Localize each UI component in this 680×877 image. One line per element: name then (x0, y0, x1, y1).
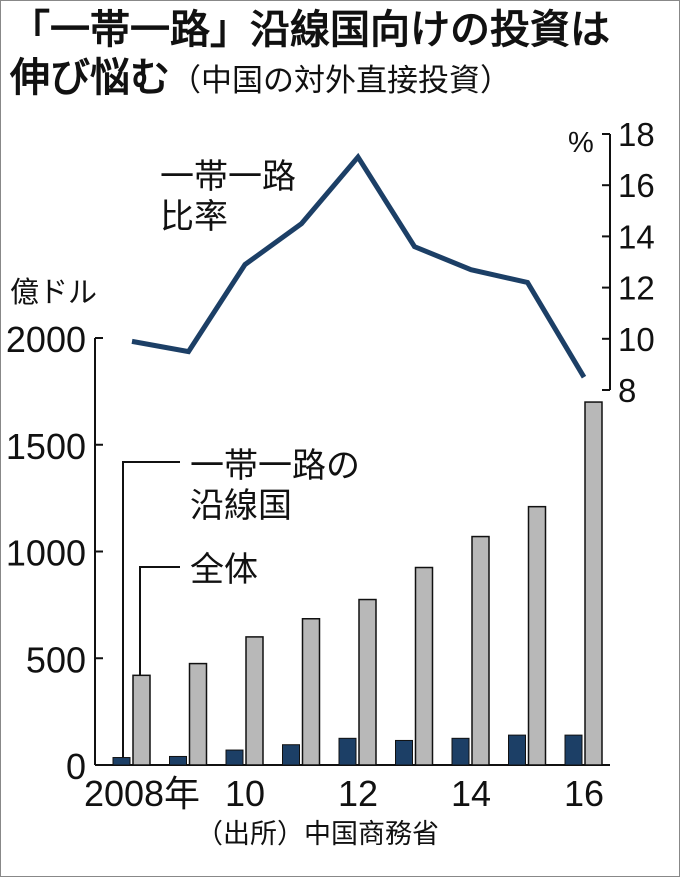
title-line-1: 「一帯一路」沿線国向けの投資は (10, 7, 610, 53)
bar-total (414, 566, 434, 766)
title-line-2: 伸び悩む（中国の対外直接投資） (10, 54, 610, 105)
left-tick-label: 500 (26, 639, 86, 680)
chart-title: 「一帯一路」沿線国向けの投資は 伸び悩む（中国の対外直接投資） (10, 6, 610, 105)
bar-total (527, 505, 547, 766)
bar-silk-road (338, 737, 357, 766)
bar-total (245, 636, 264, 766)
x-tick-label: 2008年 (84, 773, 200, 814)
title-subtitle: （中国の対外直接投資） (170, 63, 511, 99)
bar-label-silk-1: 一帯一路の (190, 447, 360, 485)
right-tick-label: 14 (618, 218, 655, 255)
bar-total (301, 618, 321, 766)
bar-total (471, 535, 490, 766)
bar-label-silk-2: 沿線国 (190, 487, 292, 525)
left-tick-label: 1500 (6, 426, 86, 467)
ratio-line-group (131, 152, 587, 379)
bar-silk-road (169, 755, 187, 766)
bar-silk-road (225, 749, 244, 766)
bar-total (584, 401, 603, 766)
source-note: （出所）中国商務省 (196, 819, 439, 850)
axes: 0 500 1000 1500 2000 8 10 12 14 16 18 2008年 10 12 14 16 (6, 116, 655, 814)
line-label-1: 一帯一路 (160, 158, 296, 196)
line-label-2: 比率 (160, 198, 228, 236)
bar-total (132, 674, 151, 766)
bar-total (358, 598, 377, 766)
left-tick-label: 2000 (6, 319, 86, 360)
annotations: 一帯一路 比率 一帯一路の 沿線国 全体 億ドル % (10, 127, 594, 758)
bar-total (188, 662, 208, 766)
left-tick-label: 0 (66, 746, 86, 787)
ratio-line (131, 152, 587, 379)
right-axis-unit: % (568, 127, 594, 159)
x-tick-label: 16 (564, 773, 604, 814)
right-tick-label: 18 (618, 116, 655, 153)
bar-silk-road (112, 757, 131, 766)
x-tick-label: 12 (338, 773, 378, 814)
right-tick-label: 10 (618, 321, 655, 358)
left-axis-unit: 億ドル (10, 276, 97, 309)
right-tick-label: 16 (618, 167, 655, 204)
right-tick-label: 8 (618, 372, 636, 409)
x-tick-label: 14 (451, 773, 491, 814)
bar-label-total: 全体 (190, 551, 258, 589)
left-tick-label: 1000 (6, 533, 86, 574)
bar-silk-road (508, 734, 526, 766)
title-main: 伸び悩む (10, 55, 170, 101)
bar-silk-road (564, 734, 583, 766)
bar-silk-road (395, 739, 413, 766)
bars (112, 401, 603, 766)
bar-silk-road (282, 744, 300, 766)
leader-line-total (139, 566, 180, 676)
right-tick-label: 12 (618, 270, 655, 307)
bar-silk-road (451, 737, 470, 766)
x-tick-label: 10 (225, 773, 265, 814)
leader-line-silk (122, 461, 180, 758)
